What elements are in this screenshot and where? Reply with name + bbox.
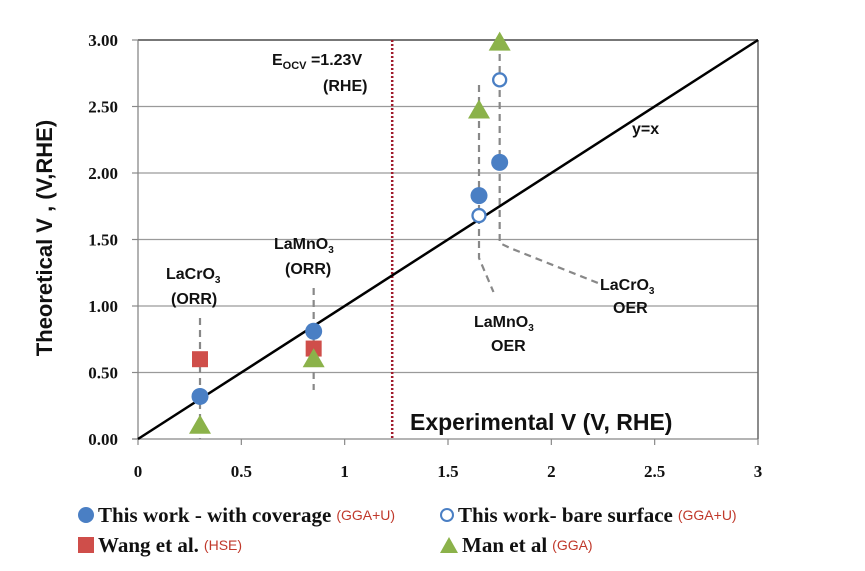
gridlines [138, 39, 758, 374]
point-bare-surface [492, 72, 508, 88]
x-tick-label: 3 [754, 462, 763, 481]
annotation-lacro3-orr: LaCrO3 (ORR) [166, 266, 221, 308]
annotation-lamno3-oer: LaMnO3 OER [474, 314, 534, 355]
triangle-icon [440, 537, 458, 553]
svg-text:LaCrO3: LaCrO3 [600, 277, 655, 297]
scatter-chart: 0.00 0.50 1.00 1.50 2.00 2.50 3.00 0 0.5 1 1.5 2 2.5… [32, 31, 762, 481]
ocv-label: EOCV =1.23V (RHE) [272, 52, 367, 95]
point-man [468, 99, 490, 119]
y-tick-label: 2.50 [88, 98, 118, 117]
filled-circle-icon [78, 507, 94, 523]
y-tick-label: 1.50 [88, 231, 118, 250]
legend-item-bare-surface: This work- bare surface (GGA+U) [440, 503, 737, 528]
open-circle-icon [440, 508, 454, 522]
x-tick-label: 2.5 [644, 462, 665, 481]
square-icon [78, 537, 94, 553]
y-tick-label: 0.00 [88, 430, 118, 449]
x-tick-label: 1 [340, 462, 349, 481]
legend: This work - with coverage (GGA+U) This w… [78, 500, 865, 560]
svg-text:LaCrO3: LaCrO3 [166, 266, 221, 286]
point-man [488, 31, 511, 51]
x-axis-title: Experimental V (V, RHE) [410, 409, 672, 435]
legend-method: (GGA) [552, 537, 593, 553]
svg-text:(ORR): (ORR) [171, 291, 217, 308]
y-tick-label: 2.00 [88, 164, 118, 183]
ocv-label-main: E [272, 52, 283, 69]
svg-text:LaMnO3: LaMnO3 [274, 236, 334, 256]
leader-lamno3-oer [477, 85, 495, 293]
leader-lacro3-oer [498, 42, 604, 287]
y-tick-label: 3.00 [88, 31, 118, 50]
x-tick-label: 0.5 [231, 462, 252, 481]
y-axis-title: Theoretical V , (V,RHE) [32, 120, 57, 356]
x-tick-label: 0 [134, 462, 143, 481]
y-tick-label: 0.50 [88, 364, 118, 383]
point-with-coverage [305, 322, 323, 340]
legend-label: This work- bare surface [458, 502, 673, 527]
legend-item-with-coverage: This work - with coverage (GGA+U) [78, 503, 440, 528]
point-man [189, 414, 211, 434]
point-man [302, 348, 325, 368]
point-wang [192, 351, 208, 368]
point-with-coverage [470, 187, 488, 205]
svg-text:OER: OER [491, 338, 526, 355]
legend-label: Wang et al. [98, 532, 199, 557]
y-equals-x-label: y=x [632, 121, 659, 138]
point-bare-surface [471, 207, 487, 224]
legend-label: This work - with coverage [98, 502, 332, 527]
annotation-lamno3-orr: LaMnO3 (ORR) [274, 236, 334, 278]
y-equals-x-line [137, 38, 759, 441]
legend-method: (GGA+U) [336, 507, 396, 523]
plot-frame [132, 39, 759, 445]
tick-labels: 0.00 0.50 1.00 1.50 2.00 2.50 3.00 0 0.5 1 1.5 2 2.5… [88, 31, 762, 481]
legend-item-man: Man et al (GGA) [440, 533, 593, 558]
point-with-coverage [491, 153, 509, 171]
point-with-coverage [191, 387, 209, 405]
svg-text:(ORR): (ORR) [285, 261, 331, 278]
ocv-label-value: =1.23V [307, 52, 363, 69]
legend-method: (GGA+U) [677, 507, 737, 523]
annotation-lacro3-oer: LaCrO3 OER [600, 277, 655, 317]
ocv-label-sub: OCV [283, 60, 308, 72]
data-points [189, 31, 511, 434]
svg-text:EOCV =1.23V: EOCV =1.23V [272, 52, 362, 72]
ocv-label-line2: (RHE) [323, 78, 367, 95]
x-tick-label: 2 [547, 462, 556, 481]
legend-item-wang: Wang et al. (HSE) [78, 533, 440, 558]
y-tick-label: 1.00 [88, 297, 118, 316]
svg-text:LaMnO3: LaMnO3 [474, 314, 534, 334]
legend-method: (HSE) [203, 537, 243, 553]
legend-label: Man et al [462, 532, 548, 557]
svg-text:OER: OER [613, 300, 648, 317]
x-tick-label: 1.5 [437, 462, 458, 481]
